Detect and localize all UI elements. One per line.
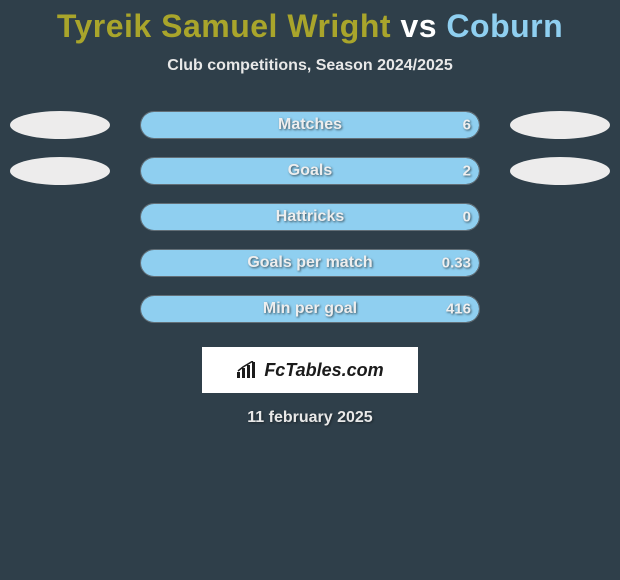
stat-label: Hattricks	[276, 208, 344, 226]
stat-label: Min per goal	[263, 300, 357, 318]
stat-bar-track: Hattricks 0	[140, 203, 480, 231]
player2-oval-icon	[510, 157, 610, 185]
comparison-card: Tyreik Samuel Wright vs Coburn Club comp…	[0, 0, 620, 580]
stat-row: Goals 2	[0, 157, 620, 185]
stat-value-right: 416	[446, 301, 471, 318]
stat-value-right: 0.33	[442, 255, 471, 272]
player2-oval-icon	[510, 111, 610, 139]
title-player1: Tyreik Samuel Wright	[57, 8, 391, 44]
stat-bar-track: Goals 2	[140, 157, 480, 185]
title-vs: vs	[400, 8, 437, 44]
stat-label: Matches	[278, 116, 342, 134]
stat-value-right: 2	[463, 163, 471, 180]
stats-bars: Matches 6 Goals 2 Hattricks 0 Goals per match 0…	[0, 111, 620, 323]
stat-bar-track: Goals per match 0.33	[140, 249, 480, 277]
player1-oval-icon	[10, 157, 110, 185]
date-text: 11 february 2025	[247, 409, 372, 427]
brand-chart-icon	[236, 361, 258, 379]
subtitle: Club competitions, Season 2024/2025	[167, 57, 452, 75]
brand-text: FcTables.com	[264, 360, 383, 381]
stat-value-right: 0	[463, 209, 471, 226]
page-title: Tyreik Samuel Wright vs Coburn	[57, 8, 563, 45]
title-player2: Coburn	[446, 8, 563, 44]
stat-label: Goals per match	[247, 254, 372, 272]
stat-value-right: 6	[463, 117, 471, 134]
stat-row: Goals per match 0.33	[0, 249, 620, 277]
stat-row: Hattricks 0	[0, 203, 620, 231]
stat-bar-track: Min per goal 416	[140, 295, 480, 323]
stat-bar-track: Matches 6	[140, 111, 480, 139]
stat-row: Matches 6	[0, 111, 620, 139]
brand-badge: FcTables.com	[202, 347, 418, 393]
stat-row: Min per goal 416	[0, 295, 620, 323]
stat-label: Goals	[288, 162, 332, 180]
player1-oval-icon	[10, 111, 110, 139]
